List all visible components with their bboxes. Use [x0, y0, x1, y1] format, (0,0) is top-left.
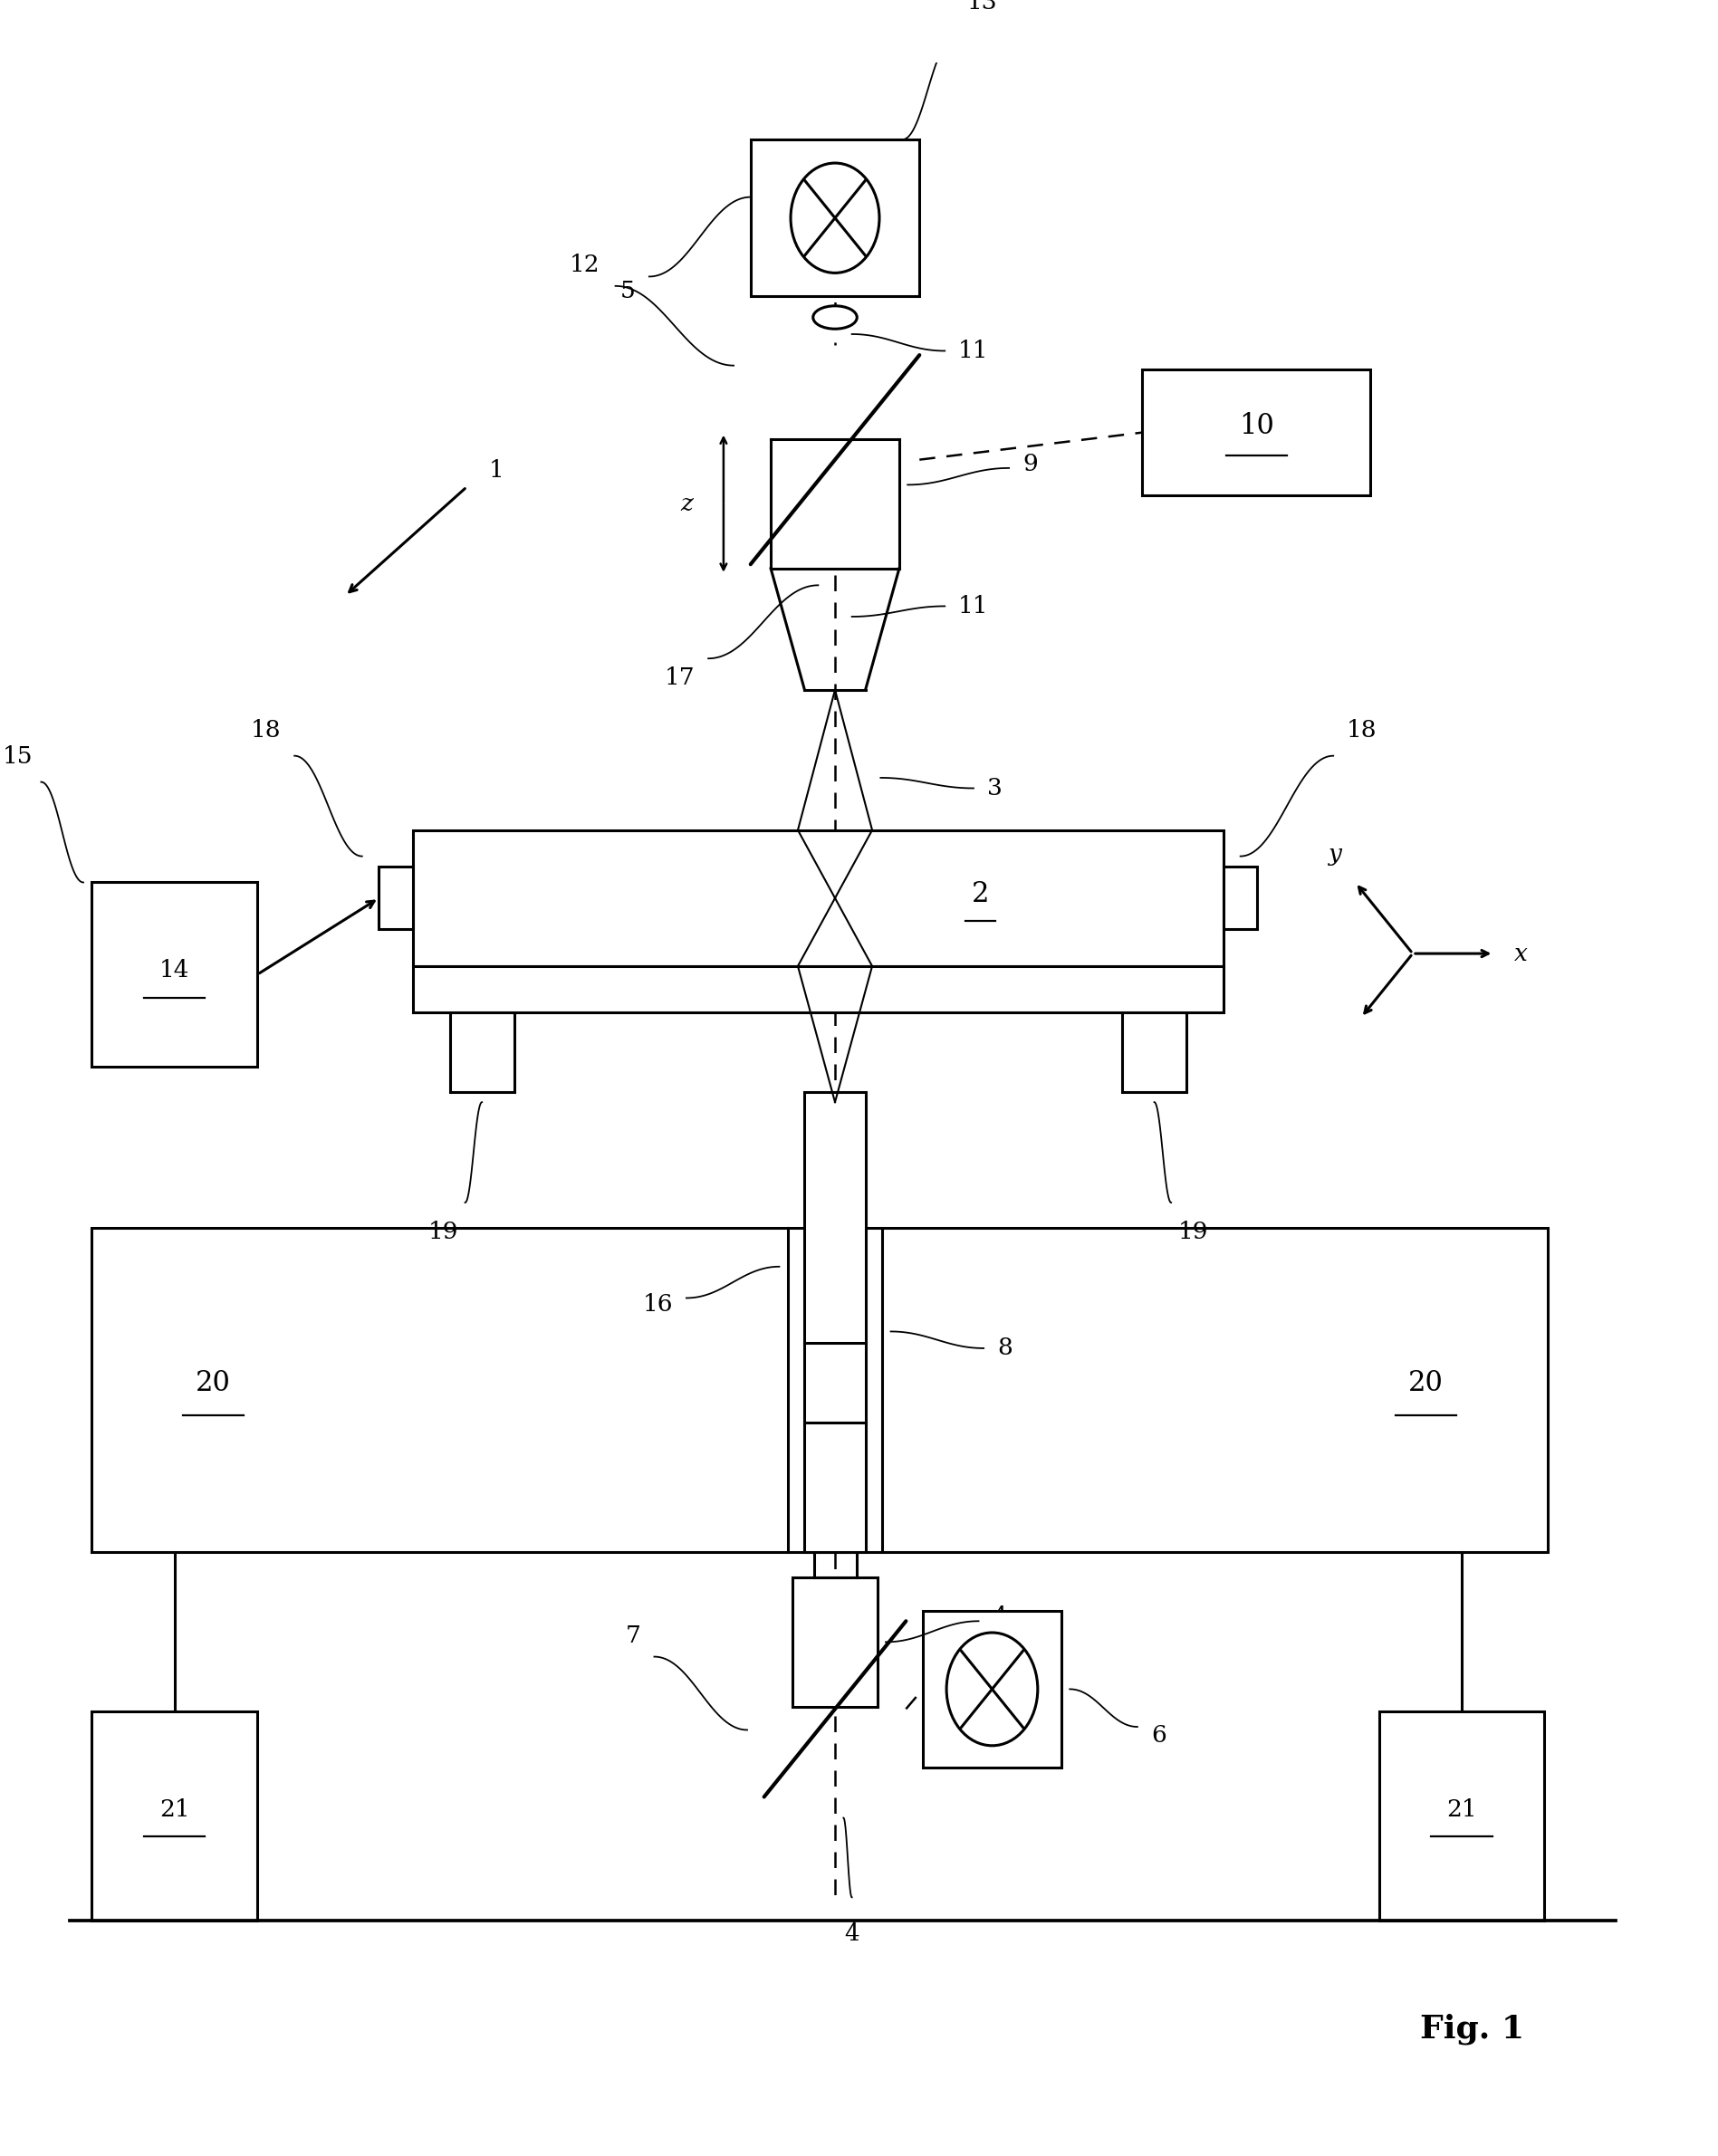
FancyBboxPatch shape [751, 140, 919, 298]
Text: 4: 4 [991, 1606, 1007, 1628]
Text: x: x [1514, 942, 1527, 966]
Text: 9: 9 [1022, 453, 1038, 474]
Text: 2: 2 [971, 880, 990, 908]
FancyBboxPatch shape [1122, 1011, 1187, 1091]
Text: 20: 20 [1409, 1369, 1443, 1397]
Text: 7: 7 [625, 1623, 641, 1647]
Text: 16: 16 [643, 1294, 673, 1315]
Text: 11: 11 [959, 338, 988, 362]
Text: z: z [680, 492, 692, 515]
FancyBboxPatch shape [792, 1578, 878, 1708]
Text: 21: 21 [1447, 1798, 1477, 1822]
FancyBboxPatch shape [804, 1091, 866, 1552]
FancyBboxPatch shape [412, 830, 1223, 966]
FancyBboxPatch shape [91, 1712, 258, 1921]
FancyBboxPatch shape [380, 867, 412, 929]
Text: 18: 18 [251, 720, 282, 742]
Text: 5: 5 [620, 280, 636, 302]
Text: 8: 8 [996, 1337, 1012, 1360]
FancyBboxPatch shape [91, 882, 258, 1067]
Text: 18: 18 [1347, 720, 1378, 742]
Text: 3: 3 [988, 776, 1002, 800]
Text: 1: 1 [488, 459, 503, 481]
Text: 21: 21 [160, 1798, 189, 1822]
Text: 4: 4 [844, 1923, 859, 1945]
Text: 15: 15 [2, 746, 33, 768]
FancyBboxPatch shape [1223, 867, 1258, 929]
Text: 20: 20 [196, 1369, 230, 1397]
Text: 10: 10 [1239, 412, 1275, 440]
FancyBboxPatch shape [1142, 369, 1371, 496]
Text: 17: 17 [665, 666, 694, 688]
Text: 12: 12 [570, 254, 600, 276]
Text: 14: 14 [160, 959, 189, 981]
FancyBboxPatch shape [412, 966, 1223, 1011]
FancyBboxPatch shape [91, 1227, 1548, 1552]
FancyBboxPatch shape [450, 1011, 514, 1091]
Text: 13: 13 [967, 0, 996, 13]
FancyBboxPatch shape [923, 1611, 1062, 1768]
FancyBboxPatch shape [1380, 1712, 1544, 1921]
Text: 19: 19 [428, 1220, 459, 1244]
Text: 11: 11 [959, 595, 988, 617]
Ellipse shape [813, 306, 857, 330]
Text: 19: 19 [1179, 1220, 1208, 1244]
Text: y: y [1328, 843, 1342, 867]
Text: Fig. 1: Fig. 1 [1419, 2014, 1524, 2044]
Text: 6: 6 [1151, 1725, 1167, 1746]
